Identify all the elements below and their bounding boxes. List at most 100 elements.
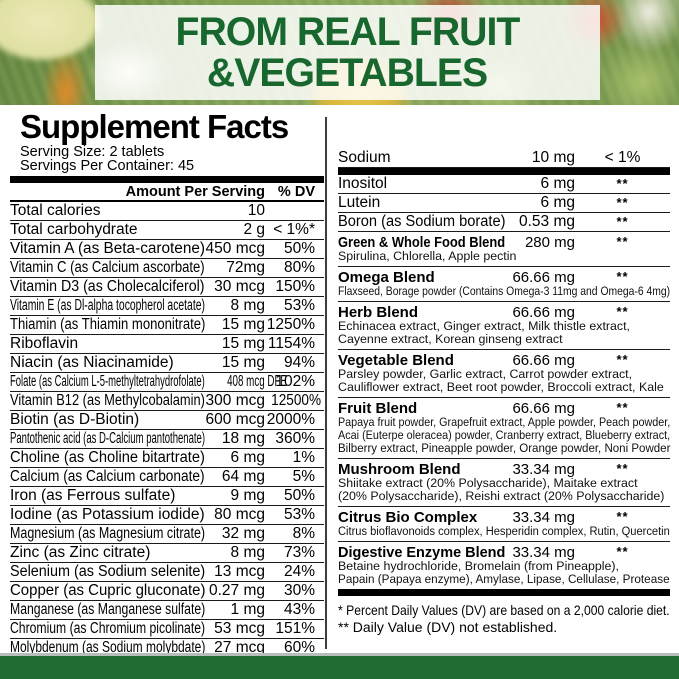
nutrient-name: Selenium (as Sodium selenite) [10,563,206,580]
nutrient-amount: 450 mcg [205,240,265,257]
nutrient-dv: 102% [275,373,315,390]
blend-dv: ** [616,461,629,476]
hero-title-line1: FROM REAL FRUIT [175,9,521,54]
blend-amount: 66.66 mg [512,303,575,321]
nutrient-amount: 600 mcg [205,411,265,428]
nutrient-amount: 80 mcg [214,506,265,523]
nutrient-row: Vitamin B12 (as Methylcobalamin) 300 mcg 1… [10,392,324,411]
blend-ingredients: Shiitake extract (20% Polysaccharide), M… [338,476,638,490]
nutrient-name: Biotin (as D-Biotin) [10,411,140,428]
blend-amount: 66.66 mg [512,351,575,369]
nutrient-dv: 60% [283,639,315,656]
blend-title-row: Omega Blend 66.66 mg ** [338,268,670,286]
blend-ingredients: Cauliflower extract, Beet root powder, B… [338,380,664,394]
column-header-row: Amount Per Serving % DV [10,183,324,202]
nutrient-amount: 18 mg [221,430,265,447]
nutrient-name: Manganese (as Manganese sulfate) [10,601,206,618]
nutrient-dv: 12500% [271,392,322,409]
nutrient-name: Boron (as Sodium borate) [338,213,506,230]
nutrient-dv: 50% [283,240,315,257]
blend-amount: 33.34 mg [512,460,575,478]
nutrient-row: Vitamin E (as Dl-alpha tocopherol acetat… [10,297,324,316]
nutrient-name: Total carbohydrate [10,221,138,238]
nutrient-row: Pantothenic acid (as D-Calcium pantothen… [10,430,324,449]
nutrient-amount: 53 mcg [214,620,265,637]
blend-name: Citrus Bio Complex [338,508,478,526]
nutrient-name: Sodium [338,149,391,166]
blend-title-row: Digestive Enzyme Blend 33.34 mg ** [338,544,670,561]
blend-dv: ** [616,400,629,415]
nutrient-amount: 72mg [226,259,265,276]
column-divider [325,117,327,649]
nutrient-name: Folate (as Calcium L-5-methyltetrahydrof… [10,373,205,390]
blend-dv: ** [616,352,629,367]
nutrient-name: Molybdenum (as Sodium molybdate) [10,639,206,656]
nutrient-dv: 151% [275,620,315,637]
facts-right-column: Sodium 10 mg < 1% Inositol 6 mg ** Lutein 6 … [327,109,670,658]
nutrient-table: Total calories 10 Total carbohydrate 2 g < 1… [10,202,324,658]
nutrient-name: Zinc (as Zinc citrate) [10,544,151,561]
nutrient-amount: 6 mg [230,449,265,466]
nutrient-name: Iodine (as Potassium iodide) [10,506,205,523]
nutrient-row: Chromium (as Chromium picolinate) 53 mcg 1… [10,620,324,639]
nutrient-dv: 8% [292,525,315,542]
nutrient-row: Thiamin (as Thiamin mononitrate) 15 mg 125… [10,316,324,335]
blend-section: Citrus Bio Complex 33.34 mg ** Citrus biofl… [338,507,670,542]
nutrient-amount: 408 mcg DFE [227,373,287,390]
blend-name: Omega Blend [338,268,435,286]
nutrient-dv: 150% [275,278,315,295]
nutrient-amount: 15 mg [221,354,265,371]
nutrient-amount: 15 mg [221,316,265,333]
nutrient-dv: 43% [283,601,315,618]
nutrient-dv: < 1% [604,149,641,166]
blend-title-row: Mushroom Blend 33.34 mg ** [338,460,670,478]
nutrient-row: Total calories 10 [10,202,324,221]
blend-ingredients: Acai (Euterpe oleracea) powder, Cranberr… [338,428,671,442]
footer-separator [0,653,679,656]
nutrient-dv: 1% [292,449,315,466]
blend-ingredients: Bilberry extract, Pineapple powder, Oran… [338,441,671,455]
nutrient-row: Vitamin D3 (as Cholecalciferol) 30 mcg 150… [10,278,324,297]
nutrient-name: Riboflavin [10,335,79,352]
nutrient-row: Calcium (as Calcium carbonate) 64 mg 5% [10,468,324,487]
blend-ingredients: Betaine hydrochloride, Bromelain (from P… [338,559,619,573]
blend-amount: 280 mg [524,233,575,251]
blend-dv: ** [616,304,629,319]
nutrient-amount: 300 mcg [205,392,265,409]
divider-bar [10,176,324,183]
nutrient-amount: 64 mg [221,468,265,485]
nutrient-dv: 30% [283,582,315,599]
footnote: ** Daily Value (DV) not established. [338,619,558,635]
nutrient-amount: 13 mcg [214,563,265,580]
nutrient-dv: ** [616,176,629,191]
nutrient-name: Thiamin (as Thiamin mononitrate) [10,316,206,333]
nutrient-name: Choline (as Choline bitartrate) [10,449,205,466]
divider-bar [338,168,670,175]
nutrient-name: Total calories [10,202,101,219]
amount-per-serving-header: Amount Per Serving [125,183,265,200]
nutrient-dv: 360% [275,430,315,447]
nutrient-row: Sodium 10 mg < 1% [338,149,670,168]
nutrient-row: Biotin (as D-Biotin) 600 mcg 2000% [10,411,324,430]
supplement-facts-panel: Supplement Facts Serving Size: 2 tablets… [0,105,679,658]
blend-ingredients: Echinacea extract, Ginger extract, Milk … [338,319,630,333]
blend-section: Vegetable Blend 66.66 mg ** Parsley powder,… [338,350,670,398]
blend-title-row: Vegetable Blend 66.66 mg ** [338,351,670,369]
nutrient-dv: 53% [283,506,315,523]
blend-ingredients: Spirulina, Chlorella, Apple pectin [338,249,517,263]
footnote: * Percent Daily Values (DV) are based on… [338,602,670,618]
percent-dv-header: % DV [277,183,315,200]
nutrient-amount: 27 mcg [214,639,265,656]
footer-green-bar [0,656,679,679]
nutrient-dv: 2000% [266,411,315,428]
divider-bar [338,589,670,596]
nutrient-row: Choline (as Choline bitartrate) 6 mg 1% [10,449,324,468]
nutrient-amount: 15 mg [221,335,265,352]
nutrient-dv: 1154% [267,335,315,352]
blend-title-row: Citrus Bio Complex 33.34 mg ** [338,508,670,526]
blend-ingredients: Papaya fruit powder, Grapefruit extract,… [338,415,671,429]
nutrient-row: Selenium (as Sodium selenite) 13 mcg 24% [10,563,324,582]
nutrient-amount: 0.53 mg [518,213,575,230]
blend-section: Green & Whole Food Blend 280 mg ** Spirulin… [338,232,670,267]
